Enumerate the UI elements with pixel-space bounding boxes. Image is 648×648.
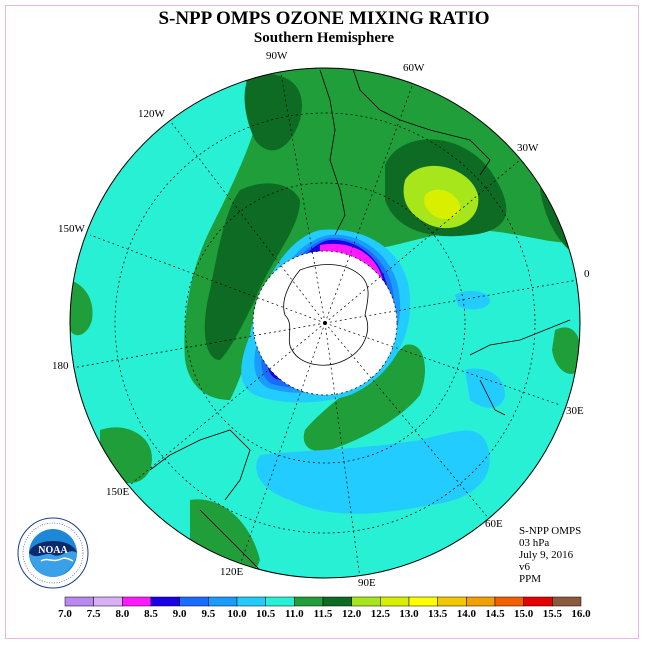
lon-label-150w: 150W (58, 223, 85, 235)
colorbar-label: 7.5 (87, 608, 101, 620)
colorbar-swatch (494, 596, 524, 607)
lon-label-0: 0 (584, 268, 590, 280)
colorbar-swatch (236, 596, 266, 607)
info-units: PPM (519, 573, 542, 585)
noaa-logo-text: NOAA (38, 545, 68, 556)
colorbar-label: 9.0 (173, 608, 187, 620)
colorbar: 7.0 7.5 8.0 8.5 9.0 9.5 10.0 10.5 11.0 11.5 12.0 12… (58, 596, 591, 620)
lon-label-150e: 150E (106, 486, 130, 498)
lon-label-120e: 120E (220, 566, 244, 578)
colorbar-swatch (179, 596, 209, 607)
colorbar-label: 9.5 (201, 608, 215, 620)
map-boundary (69, 67, 581, 579)
info-level: 03 hPa (519, 537, 550, 549)
noaa-logo: NOAA (17, 517, 89, 589)
lon-label-30e: 30E (566, 405, 584, 417)
colorbar-label: 13.0 (399, 608, 419, 620)
dark-green-band-west (204, 183, 300, 360)
green-region-north (184, 68, 580, 400)
antarctica-outline (283, 264, 369, 366)
colorbar-label: 13.5 (428, 608, 448, 620)
colorbar-label: 11.5 (314, 608, 333, 620)
map-subtitle: Southern Hemisphere (253, 30, 395, 46)
africa-coast (469, 319, 571, 416)
south-pole-dot (323, 321, 327, 325)
colorbar-swatch (122, 596, 152, 607)
colorbar-swatch (208, 596, 238, 607)
lon-label-120w: 120W (138, 108, 165, 120)
colorbar-label: 15.0 (514, 608, 534, 620)
colorbar-label: 10.0 (227, 608, 247, 620)
colorbar-label: 10.5 (256, 608, 276, 620)
colorbar-label: 8.0 (115, 608, 129, 620)
colorbar-label: 7.0 (58, 608, 72, 620)
colorbar-label: 16.0 (571, 608, 591, 620)
lon-label-60w: 60W (403, 62, 425, 74)
lon-label-180: 180 (52, 360, 69, 372)
green-right-edge (552, 327, 580, 374)
colorbar-swatch (64, 596, 94, 607)
colorbar-swatch (523, 596, 553, 607)
image-frame (5, 5, 639, 639)
colorbar-swatch (265, 596, 295, 607)
lon-label-30w: 30W (517, 142, 539, 154)
latitude-circles (114, 112, 536, 534)
green-region-southeast (303, 344, 425, 452)
yellow-max (424, 189, 461, 220)
colorbar-label: 15.5 (543, 608, 563, 620)
colorbar-label: 12.0 (342, 608, 362, 620)
meridian-lines (71, 68, 579, 578)
light-blue-region-south (256, 430, 490, 514)
lon-label-90e: 90E (358, 577, 376, 589)
colorbar-swatch (150, 596, 180, 607)
colorbar-swatch (93, 596, 123, 607)
info-block: S-NPP OMPS 03 hPa July 9, 2016 v6 PPM (519, 525, 581, 585)
colorbar-label: 8.5 (144, 608, 158, 620)
dark-green-band-top (244, 73, 302, 151)
map-title: S-NPP OMPS OZONE MIXING RATIO (158, 8, 490, 29)
info-version: v6 (519, 561, 530, 573)
colorbar-swatch (437, 596, 467, 607)
colorbar-swatch (294, 596, 324, 607)
colorbar-swatch (466, 596, 496, 607)
lon-label-90w: 90W (266, 50, 288, 62)
info-product: S-NPP OMPS (519, 525, 582, 537)
info-date: July 9, 2016 (519, 549, 574, 561)
colorbar-swatch (322, 596, 352, 607)
light-blue-region-east (465, 368, 505, 408)
green-left-edge (70, 280, 93, 336)
colorbar-swatch (408, 596, 438, 607)
colorbar-label: 11.0 (285, 608, 304, 620)
colorbar-label: 12.5 (371, 608, 391, 620)
colorbar-swatch (351, 596, 381, 607)
colorbar-swatch (552, 596, 582, 607)
colorbar-label: 14.0 (457, 608, 477, 620)
lon-label-60e: 60E (485, 518, 503, 530)
south-america-coast (319, 68, 491, 236)
colorbar-label: 14.5 (485, 608, 505, 620)
colorbar-swatch (380, 596, 410, 607)
